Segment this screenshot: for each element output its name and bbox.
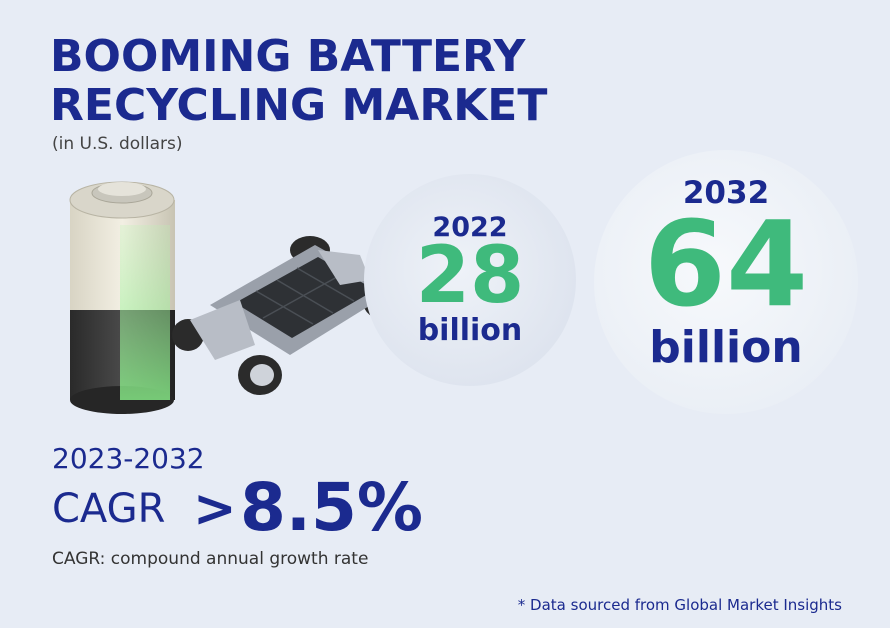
stat-value: 28	[416, 231, 525, 321]
cagr-label: CAGR	[52, 486, 165, 532]
stat-year: 2032	[683, 175, 769, 211]
cagr-period: 2023-2032	[52, 442, 205, 475]
battery-illustration	[69, 181, 175, 414]
stat-unit: billion	[418, 313, 523, 348]
title-line: RECYCLING MARKET	[50, 80, 547, 131]
source-note: * Data sourced from Global Market Insigh…	[518, 596, 842, 614]
car-chassis-illustration	[172, 236, 407, 395]
stat-unit: billion	[649, 322, 802, 373]
stat-year: 2022	[432, 212, 507, 243]
title-line: BOOMING BATTERY	[50, 31, 527, 82]
stat-circle	[594, 150, 858, 414]
cagr-value: 8.5%	[240, 469, 423, 546]
cagr-note: CAGR: compound annual growth rate	[52, 549, 368, 569]
stat-value: 64	[644, 195, 808, 333]
stat-circle	[364, 174, 576, 386]
cagr-symbol: >	[193, 479, 237, 539]
subtitle: (in U.S. dollars)	[52, 134, 183, 154]
